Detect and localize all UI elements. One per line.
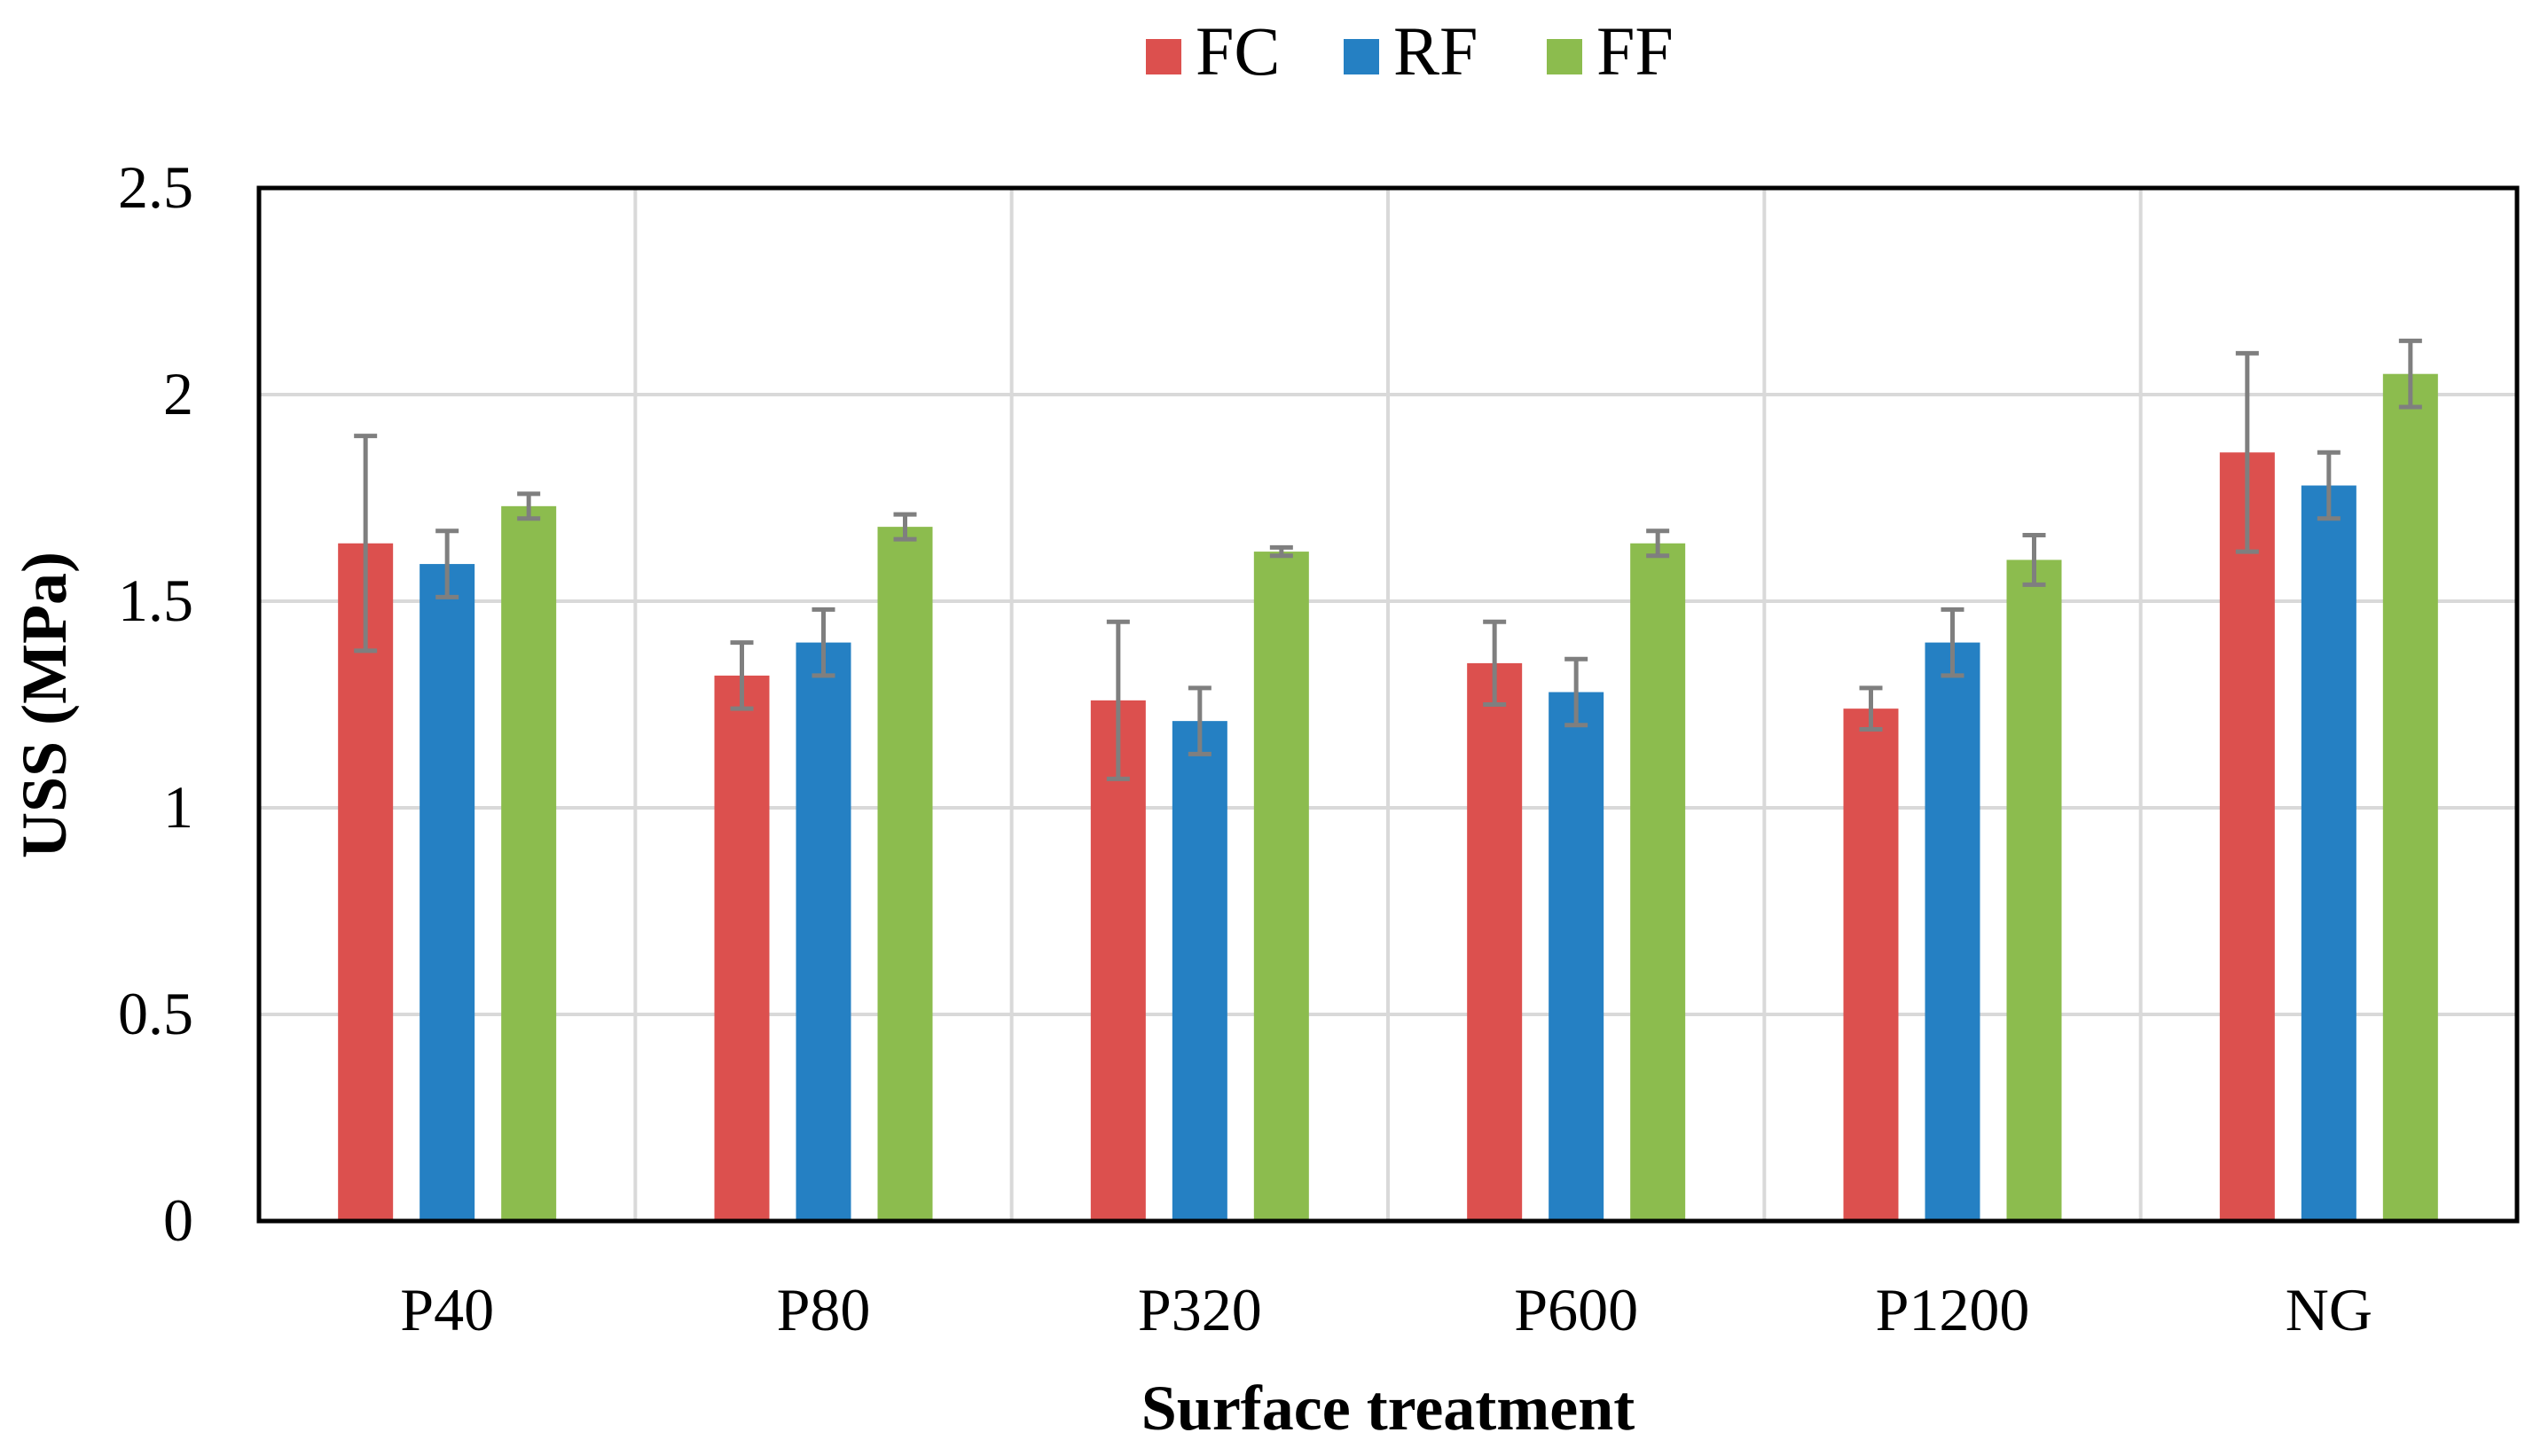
bar-fc-p320	[1090, 700, 1146, 1221]
bar-fc-p40	[338, 543, 394, 1221]
bar-ff-p40	[501, 505, 557, 1221]
error-bars	[354, 338, 2422, 781]
grid-lines	[259, 188, 2517, 1221]
bars	[338, 373, 2438, 1221]
bar-rf-ng	[2301, 485, 2356, 1221]
y-tick-label: 1.5	[118, 567, 193, 634]
legend-swatch-fc	[1146, 39, 1181, 74]
bar-fc-ng	[2219, 452, 2275, 1221]
legend: FC RF FF	[1146, 12, 1674, 90]
bar-ff-p80	[877, 527, 933, 1221]
plot-frame	[256, 185, 2520, 1224]
x-tick-label: P40	[400, 1276, 494, 1343]
legend-swatch-ff	[1547, 39, 1582, 74]
x-tick-label: P1200	[1876, 1276, 2030, 1343]
bar-rf-p320	[1172, 721, 1227, 1221]
y-tick-label: 0	[163, 1186, 193, 1254]
x-tick-label: P600	[1514, 1276, 1638, 1343]
y-tick-label: 2	[163, 360, 193, 427]
x-tick-label: P320	[1138, 1276, 1262, 1343]
y-tick-label: 2.5	[118, 153, 193, 221]
y-tick-label: 0.5	[118, 980, 193, 1047]
y-axis-ticks: 0 0.5 1 1.5 2 2.5	[118, 153, 193, 1254]
legend-label-rf: RF	[1393, 12, 1478, 90]
legend-label-fc: FC	[1196, 12, 1280, 90]
y-axis-title: USS (MPa)	[9, 552, 80, 858]
bar-ff-ng	[2382, 373, 2438, 1221]
legend-swatch-rf	[1344, 39, 1379, 74]
bar-ff-p320	[1253, 552, 1309, 1221]
bar-rf-p600	[1549, 692, 1604, 1221]
legend-label-ff: FF	[1596, 12, 1674, 90]
bar-ff-p600	[1630, 543, 1686, 1221]
x-axis-title: Surface treatment	[1141, 1373, 1635, 1444]
bar-fc-p600	[1467, 662, 1523, 1221]
bar-fc-p1200	[1843, 708, 1899, 1221]
x-tick-label: NG	[2286, 1276, 2372, 1343]
bar-rf-p80	[796, 642, 851, 1221]
bar-rf-p40	[420, 564, 475, 1221]
y-tick-label: 1	[163, 773, 193, 841]
bar-fc-p80	[714, 675, 770, 1221]
bar-ff-p1200	[2006, 560, 2062, 1221]
x-tick-label: P80	[777, 1276, 871, 1343]
x-axis-ticks: P40 P80 P320 P600 P1200 NG	[400, 1276, 2372, 1343]
bar-rf-p1200	[1925, 642, 1980, 1221]
